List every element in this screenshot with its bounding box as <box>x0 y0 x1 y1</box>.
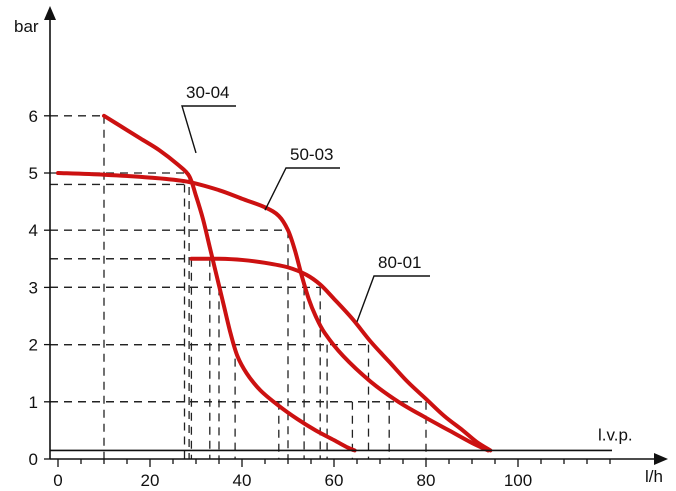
series-line-50-03 <box>56 171 491 453</box>
x-tick-label: 20 <box>141 471 160 490</box>
dashed-guide-lines <box>50 115 427 459</box>
y-tick-label: 6 <box>29 107 38 126</box>
x-axis-arrow-icon <box>654 453 668 465</box>
y-tick-label: 2 <box>29 336 38 355</box>
x-tick-label: 80 <box>417 471 436 490</box>
annotation-leader-50-03 <box>264 167 340 211</box>
series-line-80-01 <box>189 256 493 453</box>
y-tick-label: 0 <box>29 450 38 469</box>
x-tick-label: 60 <box>325 471 344 490</box>
annotation-label-80-01: 80-01 <box>378 253 421 272</box>
annotation-label-30-04: 30-04 <box>186 83 229 102</box>
axes: bar l/h <box>14 6 668 486</box>
x-tick-label: 0 <box>53 471 62 490</box>
annotation-label-50-03: 50-03 <box>290 145 333 164</box>
lvp-reference: l.v.p. <box>50 425 633 452</box>
lvp-label: l.v.p. <box>598 425 633 444</box>
x-tick-label: 40 <box>233 471 252 490</box>
series-annotations: 30-04 50-03 80-01 <box>181 83 430 322</box>
y-tick-label: 5 <box>29 164 38 183</box>
y-axis-arrow-icon <box>44 6 56 20</box>
y-tick-label: 1 <box>29 393 38 412</box>
y-tick-label: 3 <box>29 278 38 297</box>
y-tick-label: 4 <box>29 221 38 240</box>
series-curves <box>56 113 493 453</box>
annotation-leader-80-01 <box>356 275 430 322</box>
series-line-30-04 <box>102 113 357 453</box>
x-tick-label: 100 <box>504 471 532 490</box>
annotation-leader-30-04 <box>181 105 236 154</box>
x-axis-label: l/h <box>645 467 663 486</box>
y-axis-label: bar <box>14 17 39 36</box>
